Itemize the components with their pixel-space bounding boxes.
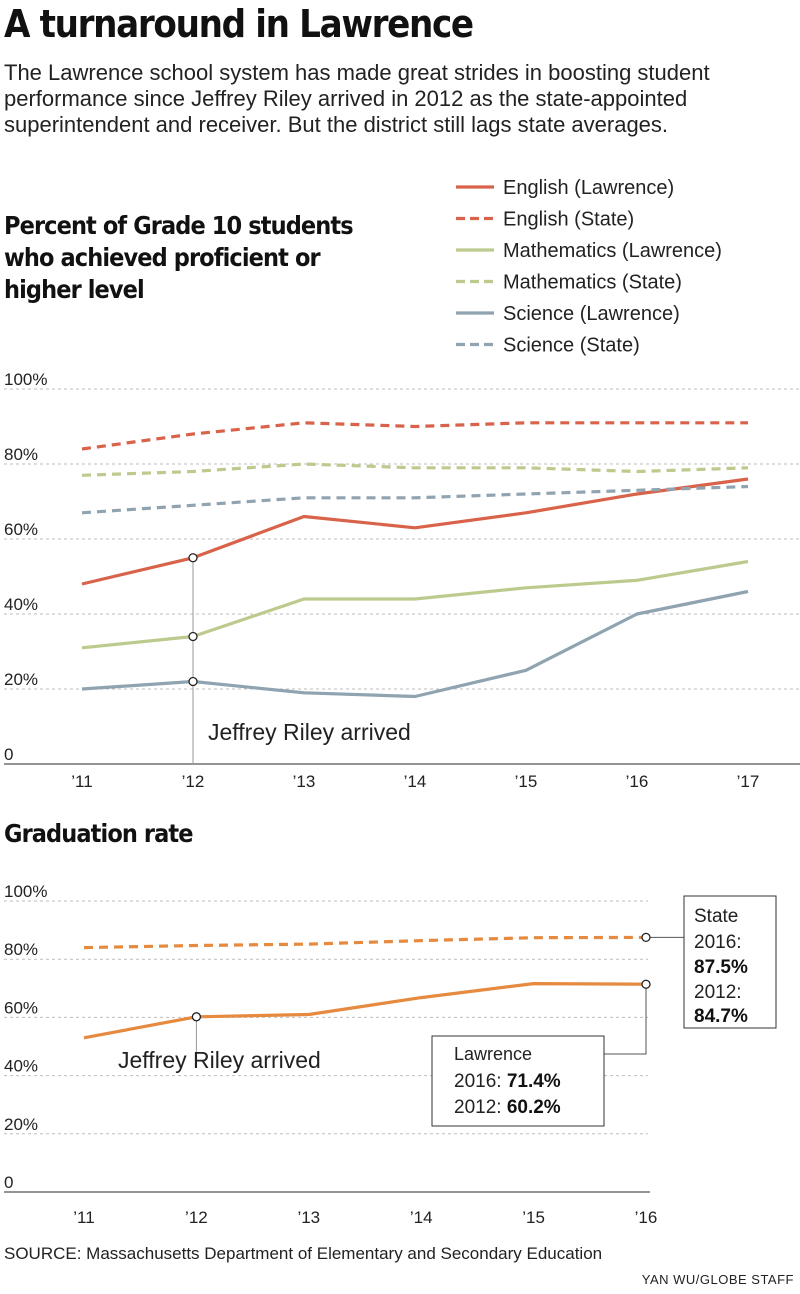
chart2-x-tick-label: ’14 <box>410 1208 433 1227</box>
state-callout-title: State <box>694 906 738 927</box>
chart1-title: Percent of Grade 10 students who achieve… <box>4 211 354 304</box>
chart1-annotation-point <box>188 676 198 687</box>
chart1-x-tick-label: ’14 <box>404 772 427 791</box>
legend-label-science-state: Science (State) <box>503 335 640 357</box>
legend-label-mathematics-state: Mathematics (State) <box>503 272 682 294</box>
chart2-y-tick-label: 100% <box>4 882 47 901</box>
chart2-x-tick-label: ’15 <box>522 1208 545 1227</box>
legend-label-science-lawrence: Science (Lawrence) <box>503 303 680 325</box>
chart1-x-tick-label: ’11 <box>71 772 92 791</box>
lawrence-callout-2016: 2016: 71.4% <box>454 1071 561 1092</box>
chart1-x-tick-label: ’15 <box>515 772 538 791</box>
chart1-series-mathematics-state <box>81 462 749 477</box>
lawrence-callout-connector <box>604 984 647 1055</box>
graduation-chart: 0 20% 40% 60% 80% 100% ’11 ’12 ’13 ’14 ’15 ’16 Jeffr… <box>4 882 777 1227</box>
state-callout-2012-value: 84.7% <box>694 1006 748 1027</box>
chart2-y-tick-label: 0 <box>4 1173 13 1192</box>
state-callout-box <box>683 895 777 1029</box>
chart2-y-tick-label: 60% <box>4 998 38 1017</box>
chart1-x-tick-label: ’17 <box>737 772 760 791</box>
chart1-legend: English (Lawrence) English (State) Mathema… <box>456 177 722 357</box>
legend-label-english-lawrence: English (Lawrence) <box>503 177 674 199</box>
chart1-y-tick-label: 20% <box>4 670 38 689</box>
chart1-series-science-lawrence <box>81 589 749 699</box>
chart1-y-tick-label: 100% <box>4 370 47 389</box>
state-callout-2016-label: 2016: <box>694 932 742 953</box>
chart2-title: Graduation rate <box>4 819 194 848</box>
chart1-x-tick-label: ’13 <box>293 772 316 791</box>
chart2-annotation-label: Jeffrey Riley arrived <box>118 1047 321 1073</box>
chart2-x-tick-label: ’11 <box>73 1208 94 1227</box>
chart1-x-tick-label: ’12 <box>182 772 205 791</box>
lawrence-callout-2016-value: 71.4% <box>507 1071 561 1092</box>
lawrence-callout-2016-label: 2016: <box>454 1071 507 1092</box>
chart1-y-tick-label: 80% <box>4 445 38 464</box>
chart1-series-mathematics-lawrence <box>81 559 749 650</box>
chart2-y-tick-label: 20% <box>4 1115 38 1134</box>
chart2-x-tick-label: ’12 <box>185 1208 208 1227</box>
chart1-annotation-point <box>188 553 198 563</box>
legend-label-english-state: English (State) <box>503 209 634 231</box>
chart2-y-tick-label: 80% <box>4 940 38 959</box>
chart2-endpoint-marker <box>641 932 651 943</box>
chart2-y-tick-label: 40% <box>4 1057 38 1076</box>
chart1-annotation-label: Jeffrey Riley arrived <box>208 719 411 745</box>
legend-label-mathematics-lawrence: Mathematics (Lawrence) <box>503 240 722 262</box>
photo-credit: YAN WU/GLOBE STAFF <box>641 1272 794 1287</box>
lawrence-callout-box <box>431 1035 605 1127</box>
lawrence-callout-2012-value: 60.2% <box>507 1097 561 1118</box>
source-note: SOURCE: Massachusetts Department of Elem… <box>4 1244 603 1263</box>
chart2-endpoint-marker <box>641 979 651 989</box>
chart1-x-tick-label: ’16 <box>626 772 649 791</box>
page-intro: The Lawrence school system has made grea… <box>4 60 710 137</box>
chart1-series-english-lawrence <box>81 477 749 586</box>
lawrence-callout-2012-label: 2012: <box>454 1097 507 1118</box>
chart2-annotation-point <box>191 1012 202 1022</box>
chart2-x-tick-label: ’16 <box>635 1208 658 1227</box>
chart1-series-science-state <box>81 484 749 515</box>
chart1-y-tick-label: 40% <box>4 595 38 614</box>
proficiency-chart: 0 20% 40% 60% 80% 100% ’11 ’12 ’13 ’14 ’15 ’16 ’17 Je… <box>4 370 800 791</box>
state-callout-2016-value: 87.5% <box>694 957 748 978</box>
chart2-series-state <box>83 935 647 950</box>
page-title: A turnaround in Lawrence <box>4 2 474 46</box>
chart1-y-tick-label: 0 <box>4 745 13 764</box>
chart1-series-english-state <box>81 421 748 451</box>
chart1-annotation-point <box>188 631 198 642</box>
lawrence-callout-2012: 2012: 60.2% <box>454 1097 561 1118</box>
chart2-x-tick-label: ’13 <box>297 1208 320 1227</box>
chart1-y-tick-label: 60% <box>4 520 38 539</box>
state-callout-2012-label: 2012: <box>694 982 742 1003</box>
lawrence-callout-title: Lawrence <box>454 1044 532 1064</box>
chart2-series-lawrence <box>83 981 647 1040</box>
